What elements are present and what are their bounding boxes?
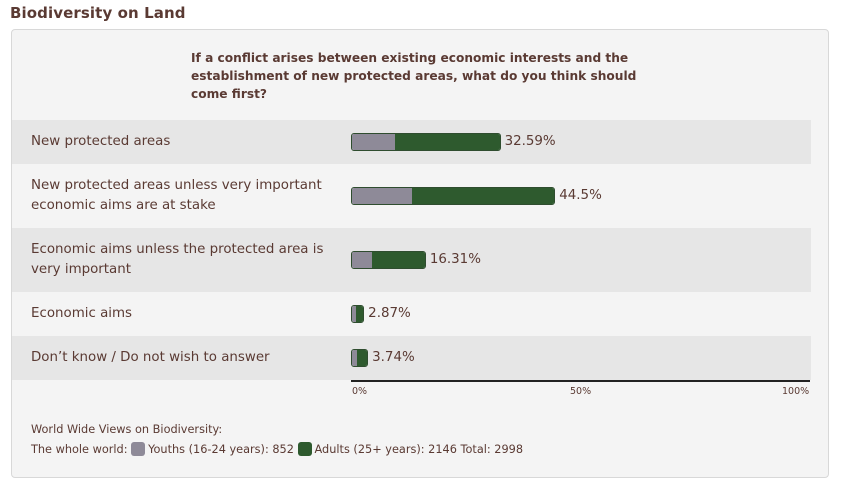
- data-label: 16.31%: [429, 252, 481, 267]
- legend-total: Total: 2998: [460, 443, 524, 456]
- page-title: Biodiversity on Land: [10, 4, 186, 22]
- x-tick-label: 0%: [352, 386, 368, 397]
- legend: The whole world: Youths (16-24 years): 8…: [31, 442, 523, 458]
- bar-segment-adults: [394, 134, 500, 150]
- footer-source: World Wide Views on Biodiversity:: [31, 423, 223, 436]
- bar-segment-adults: [356, 350, 368, 366]
- bar-segment-youths: [352, 252, 372, 268]
- chart-row: New protected areas unless very importan…: [12, 164, 811, 228]
- question-text: If a conflict arises between existing ec…: [191, 51, 637, 101]
- chart-row: Economic aims: [12, 292, 811, 336]
- legend-label-youths: Youths (16-24 years): 852: [148, 443, 294, 456]
- data-label: 2.87%: [368, 306, 411, 321]
- data-label: 32.59%: [504, 134, 556, 149]
- bar: [351, 133, 501, 151]
- bar-segment-youths: [352, 134, 395, 150]
- bar-segment-youths: [352, 350, 357, 366]
- bar: [351, 251, 426, 269]
- data-label: 3.74%: [372, 350, 415, 365]
- category-label: Economic aims unless the protected area …: [31, 242, 324, 277]
- bar-segment-adults: [412, 188, 555, 204]
- x-tick-label: 50%: [570, 386, 592, 397]
- legend-swatch-youths: [131, 442, 146, 456]
- bar-segment-youths: [352, 306, 357, 322]
- legend-prefix: The whole world:: [31, 443, 128, 456]
- legend-label-adults: Adults (25+ years): 2146: [314, 443, 457, 456]
- x-axis-line: [351, 380, 810, 382]
- bar: [351, 349, 369, 367]
- x-tick-label: 100%: [782, 386, 810, 397]
- category-label: New protected areas: [31, 134, 171, 149]
- category-label: Economic aims: [31, 306, 133, 321]
- bar-segment-adults: [371, 252, 425, 268]
- bar-segment-youths: [352, 188, 413, 204]
- category-label: Don’t know / Do not wish to answer: [31, 350, 270, 365]
- chart-row: Don’t know / Do not wish to answer: [12, 336, 811, 380]
- bar-segment-adults: [356, 306, 364, 322]
- bar: [351, 187, 556, 205]
- category-label: New protected areas unless very importan…: [31, 178, 322, 213]
- data-label: 44.5%: [559, 188, 602, 203]
- legend-swatch-adults: [297, 442, 312, 456]
- bar: [351, 305, 365, 323]
